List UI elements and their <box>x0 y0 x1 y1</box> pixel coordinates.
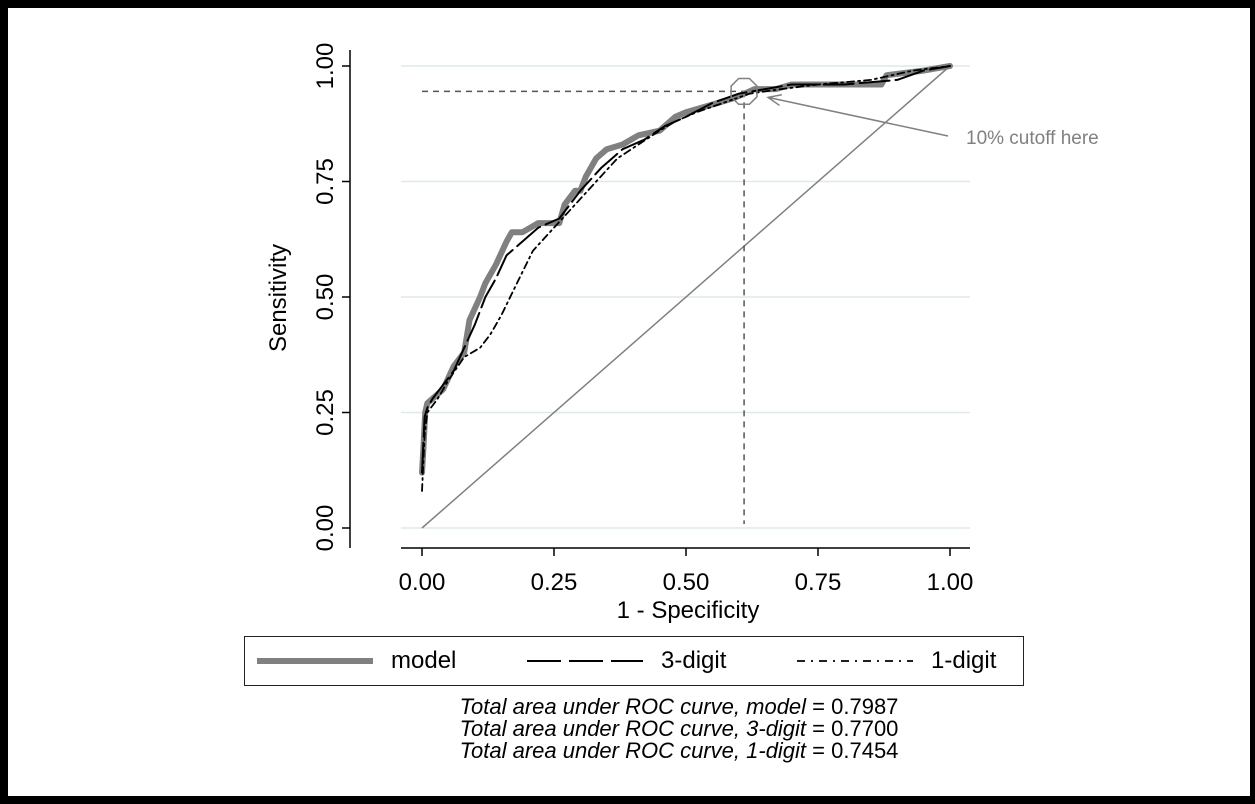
x-axis-label: 1 - Specificity <box>617 597 760 624</box>
y-tick-label-4: 1.00 <box>312 43 339 90</box>
legend-label-3digit: 3-digit <box>661 646 727 674</box>
x-tick-label-2: 0.50 <box>663 569 710 596</box>
cutoff-arrow-line <box>767 96 949 137</box>
legend-swatch-model <box>257 657 373 664</box>
y-tick-label-1: 0.25 <box>312 389 339 436</box>
axes-layer: 0.00 0.25 0.50 0.75 1.00 0.00 0.25 0.50 0.75 1.00 <box>312 43 973 596</box>
auc-value-3digit: 0.7700 <box>831 716 899 741</box>
y-tick-label-3: 0.75 <box>312 158 339 205</box>
legend-swatch-1digit <box>797 659 913 662</box>
reference-diagonal <box>421 65 951 529</box>
cutoff-layer <box>422 90 745 524</box>
legend-item-3digit: 3-digit <box>525 637 726 684</box>
x-tick-label-4: 1.00 <box>927 569 974 596</box>
legend-label-model: model <box>391 646 457 674</box>
y-tick-label-0: 0.00 <box>312 505 339 552</box>
series-line-3-digit <box>421 65 951 474</box>
legend-item-1digit: 1-digit <box>795 637 996 684</box>
cutoff-arrow-head <box>766 94 782 107</box>
legend-label-1digit: 1-digit <box>931 646 997 674</box>
y-axis-label: Sensitivity <box>265 244 292 352</box>
legend-swatch-3digit <box>527 659 643 662</box>
auc-summary: Total area under ROC curve, model = 0.79… <box>244 696 1114 762</box>
x-tick-label-0: 0.00 <box>399 569 446 596</box>
annotation-layer: 10% cutoff here <box>730 77 1099 149</box>
legend-item-model: model <box>255 637 456 684</box>
y-tick-label-2: 0.50 <box>312 274 339 321</box>
cutoff-marker <box>730 77 758 106</box>
series-line-1-digit <box>421 65 951 492</box>
cutoff-annotation-text: 10% cutoff here <box>966 128 1099 149</box>
series-layer <box>419 63 953 492</box>
auc-value-model: 0.7987 <box>831 694 899 719</box>
roc-chart: 0.00 0.25 0.50 0.75 1.00 0.00 0.25 0.50 0.75 1.00… <box>265 43 1099 624</box>
legend: model 3-digit 1-digit <box>244 636 1024 686</box>
auc-line-1digit: Total area under ROC curve, 1-digit = 0.… <box>459 738 899 763</box>
auc-value-1digit: 0.7454 <box>831 738 899 763</box>
auc-line-3digit: Total area under ROC curve, 3-digit = 0.… <box>459 716 899 741</box>
auc-line-model: Total area under ROC curve, model = 0.79… <box>459 694 899 719</box>
x-tick-label-3: 0.75 <box>795 569 842 596</box>
x-tick-label-1: 0.25 <box>531 569 578 596</box>
reference-layer <box>421 65 951 529</box>
